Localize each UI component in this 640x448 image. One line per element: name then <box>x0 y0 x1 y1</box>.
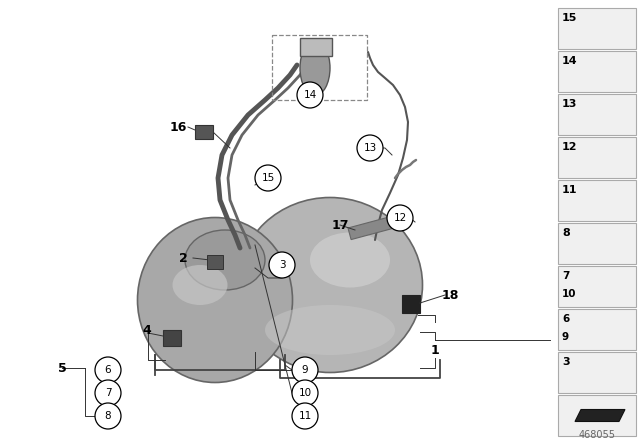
Text: 9: 9 <box>562 332 569 342</box>
Ellipse shape <box>310 233 390 288</box>
Text: 17: 17 <box>332 219 349 232</box>
Circle shape <box>387 205 413 231</box>
Text: 6: 6 <box>105 365 111 375</box>
Circle shape <box>292 357 318 383</box>
Text: 18: 18 <box>442 289 459 302</box>
Text: 13: 13 <box>562 99 577 109</box>
Text: 11: 11 <box>562 185 577 195</box>
Text: 15: 15 <box>261 173 275 183</box>
Text: 15: 15 <box>562 13 577 23</box>
Bar <box>300 38 332 56</box>
Bar <box>558 51 636 92</box>
Circle shape <box>357 135 383 161</box>
Text: 4: 4 <box>143 323 152 336</box>
Bar <box>558 223 636 264</box>
Text: 2: 2 <box>179 251 188 264</box>
Text: 10: 10 <box>298 388 312 398</box>
Text: 8: 8 <box>105 411 111 421</box>
Polygon shape <box>575 409 625 422</box>
Bar <box>558 266 636 307</box>
Text: 9: 9 <box>301 365 308 375</box>
Text: 6: 6 <box>562 314 569 324</box>
Circle shape <box>269 252 295 278</box>
Text: 12: 12 <box>562 142 577 152</box>
Bar <box>558 94 636 135</box>
Bar <box>558 352 636 393</box>
Bar <box>558 309 636 350</box>
Ellipse shape <box>138 217 292 383</box>
Circle shape <box>292 380 318 406</box>
Text: 10: 10 <box>562 289 577 299</box>
Bar <box>207 255 223 269</box>
Circle shape <box>95 357 121 383</box>
Circle shape <box>95 380 121 406</box>
Text: 3: 3 <box>278 260 285 270</box>
Text: 7: 7 <box>105 388 111 398</box>
Text: 11: 11 <box>298 411 312 421</box>
Bar <box>558 8 636 49</box>
Bar <box>163 330 181 346</box>
Text: 3: 3 <box>562 357 570 367</box>
Circle shape <box>297 82 323 108</box>
Text: 8: 8 <box>562 228 570 238</box>
Text: 12: 12 <box>394 213 406 223</box>
Ellipse shape <box>173 265 227 305</box>
Bar <box>348 217 392 240</box>
Circle shape <box>95 403 121 429</box>
Text: 14: 14 <box>562 56 578 66</box>
Text: 1: 1 <box>431 344 440 357</box>
Text: 7: 7 <box>562 271 570 281</box>
Circle shape <box>255 165 281 191</box>
Bar <box>558 180 636 221</box>
Ellipse shape <box>237 198 422 372</box>
Text: 13: 13 <box>364 143 376 153</box>
Ellipse shape <box>265 305 395 355</box>
Ellipse shape <box>300 40 330 95</box>
Text: 5: 5 <box>58 362 67 375</box>
Text: 14: 14 <box>303 90 317 100</box>
Bar <box>402 295 420 313</box>
Ellipse shape <box>185 230 265 290</box>
Circle shape <box>292 403 318 429</box>
Text: 16: 16 <box>170 121 187 134</box>
Text: 468055: 468055 <box>579 430 616 440</box>
Bar <box>195 125 213 139</box>
Bar <box>558 137 636 178</box>
Bar <box>558 395 636 436</box>
